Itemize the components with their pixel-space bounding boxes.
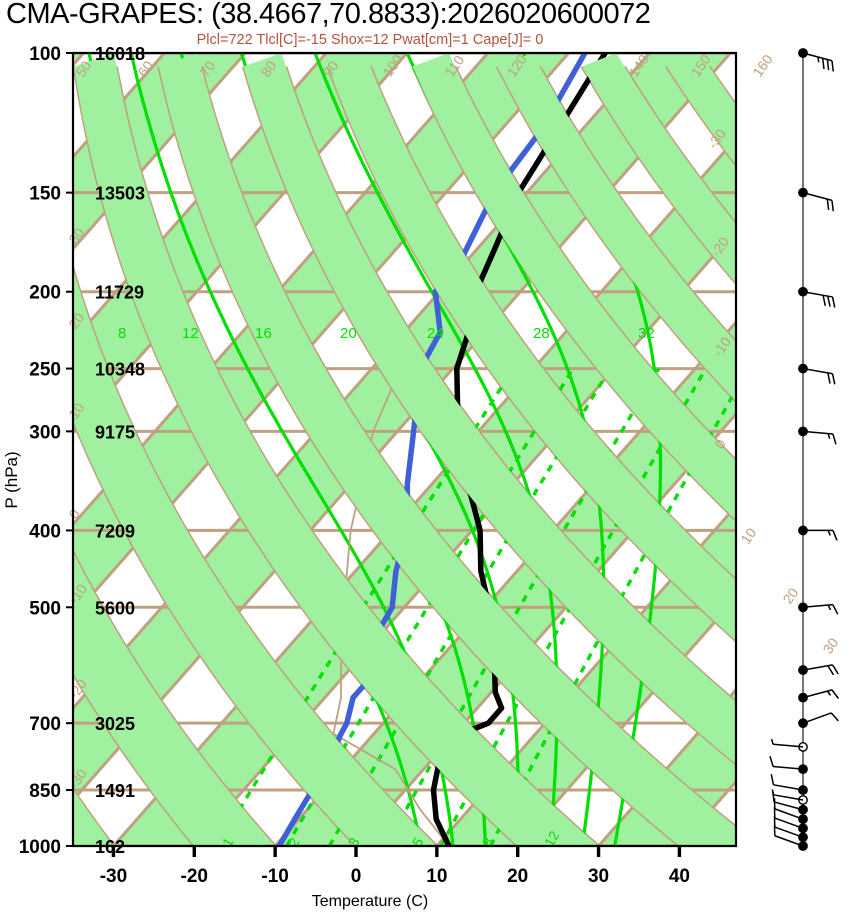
moist-adiabat-label: 12	[182, 325, 199, 342]
height-label: 1491	[95, 781, 135, 801]
pressure-tick-label: 400	[29, 521, 61, 542]
pressure-tick-label: 1000	[19, 837, 61, 858]
isotherm-label-right: 20	[779, 585, 801, 607]
height-label: 11729	[95, 283, 144, 303]
temperature-tick-label: 0	[351, 866, 362, 887]
height-label: 9175	[95, 422, 135, 442]
pressure-tick-label: 700	[29, 714, 61, 735]
height-label: 3025	[95, 714, 135, 734]
height-label: 13503	[95, 184, 145, 204]
height-label: 10348	[95, 360, 145, 380]
moist-adiabat-label: 24	[427, 325, 444, 342]
pressure-tick-label: 300	[29, 422, 61, 443]
moist-adiabat-label: 16	[255, 325, 272, 342]
pressure-tick-label: 200	[29, 283, 61, 304]
pressure-tick-label: 850	[29, 781, 61, 802]
isotherm-label-right: 10	[737, 525, 759, 547]
y-axis-label: P (hPa)	[2, 451, 21, 509]
moist-adiabat-label: 8	[118, 325, 126, 342]
height-label: 5600	[95, 598, 135, 618]
sounding-indices-subtitle: Plcl=722 Tlcl[C]=-15 Shox=12 Pwat[cm]=1 …	[196, 32, 544, 48]
temperature-tick-label: 40	[669, 866, 690, 887]
temperature-tick-label: -10	[261, 866, 288, 887]
isotherm-label-right: 30	[819, 635, 841, 657]
mixing-ratio-label: 12	[541, 828, 563, 850]
temperature-tick-label: -20	[181, 866, 208, 887]
moist-adiabat-label: 32	[638, 325, 655, 342]
temperature-tick-label: 10	[426, 866, 447, 887]
temperature-tick-label: -30	[100, 866, 127, 887]
height-label: 7209	[95, 521, 135, 541]
temperature-tick-label: 30	[588, 866, 609, 887]
pressure-tick-label: 150	[29, 184, 61, 205]
height-label: 162	[95, 837, 125, 857]
moist-adiabat-label: 20	[340, 325, 357, 342]
height-label: 16018	[95, 44, 145, 64]
temperature-tick-label: 20	[507, 866, 528, 887]
x-axis-label: Temperature (C)	[311, 893, 429, 910]
pressure-tick-label: 500	[29, 598, 61, 619]
dry-adiabat-label: 160	[749, 51, 776, 79]
moist-adiabat-label: 28	[533, 325, 550, 342]
page-title: CMA-GRAPES: (38.4667,70.8833):2026020600…	[6, 0, 651, 30]
pressure-tick-label: 100	[29, 44, 61, 65]
pressure-tick-label: 250	[29, 360, 61, 381]
